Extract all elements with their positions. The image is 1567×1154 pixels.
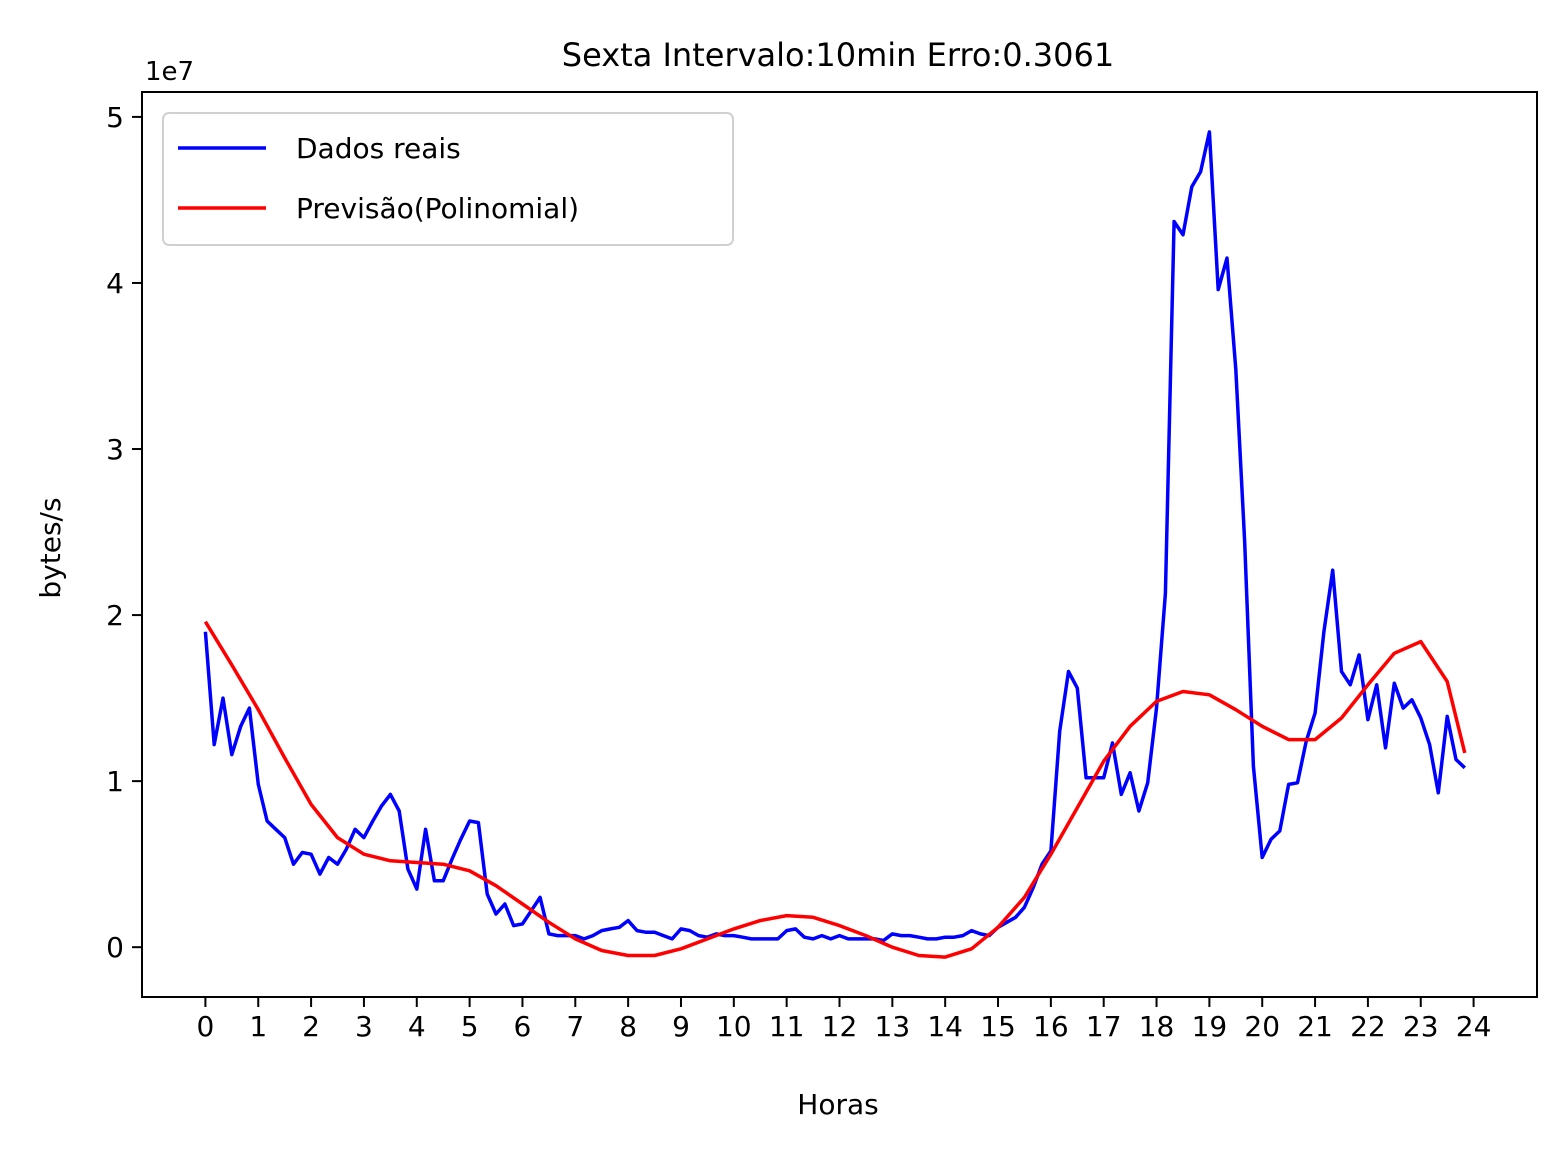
x-tick-label: 4 [408,1010,426,1043]
legend-label-previsao: Previsão(Polinomial) [296,192,579,225]
x-tick-label: 18 [1139,1010,1175,1043]
x-tick-label: 2 [302,1010,320,1043]
x-tick-label: 5 [461,1010,479,1043]
y-offset-label: 1e7 [145,57,194,87]
series-line-previsao [203,620,1467,959]
x-tick-label: 23 [1403,1010,1439,1043]
x-tick-label: 1 [249,1010,267,1043]
series-line-dados-reais [203,130,1467,943]
x-axis-label: Horas [797,1088,878,1121]
x-tick-label: 17 [1086,1010,1122,1043]
series-layer [203,130,1467,959]
x-tick-label: 22 [1350,1010,1386,1043]
x-tick-label: 21 [1297,1010,1333,1043]
x-tick-label: 7 [566,1010,584,1043]
x-tick-label: 19 [1192,1010,1228,1043]
y-tick-label: 0 [106,931,124,964]
y-tick-label: 2 [106,599,124,632]
y-tick-label: 1 [106,765,124,798]
legend-label-dados-reais: Dados reais [296,132,461,165]
y-tick-label: 5 [106,101,124,134]
x-tick-label: 8 [619,1010,637,1043]
x-tick-label: 20 [1244,1010,1280,1043]
x-tick-label: 14 [927,1010,963,1043]
x-tick-label: 12 [822,1010,858,1043]
x-tick-label: 0 [196,1010,214,1043]
x-tick-label: 15 [980,1010,1016,1043]
y-axis-label: bytes/s [34,497,67,598]
chart-title: Sexta Intervalo:10min Erro:0.3061 [562,36,1114,74]
x-tick-label: 6 [514,1010,532,1043]
x-tick-label: 10 [716,1010,752,1043]
x-tick-label: 3 [355,1010,373,1043]
legend: Dados reais Previsão(Polinomial) [162,112,734,246]
x-tick-label: 13 [875,1010,911,1043]
x-tick-label: 16 [1033,1010,1069,1043]
x-tick-label: 11 [769,1010,805,1043]
legend-box [162,112,734,246]
y-tick-label: 4 [106,267,124,300]
x-axis: 0 1 2 3 4 5 6 7 8 9 10 11 12 13 14 15 16 17 18 19 20 21 22 23 24 [196,997,1491,1043]
x-tick-label: 24 [1456,1010,1492,1043]
y-tick-label: 3 [106,433,124,466]
x-tick-label: 9 [672,1010,690,1043]
y-axis: 0 1 2 3 4 5 [106,101,142,964]
